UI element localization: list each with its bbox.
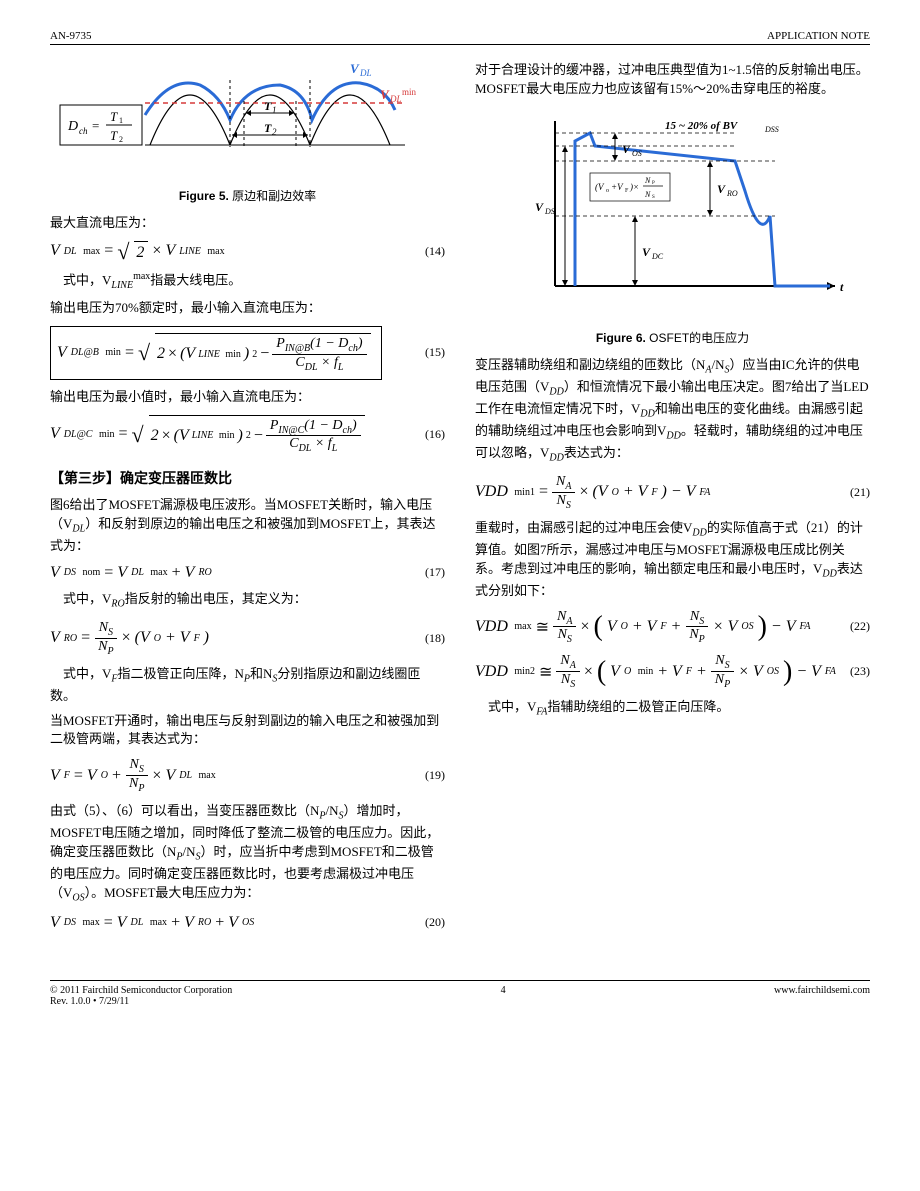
eq15-num: (15) bbox=[425, 345, 445, 360]
svg-text:T: T bbox=[264, 99, 272, 113]
svg-text:T: T bbox=[110, 128, 118, 143]
svg-text:ch: ch bbox=[79, 126, 88, 136]
equation-15: VDL@B min = √ 2 × (VLINE min)2 − PIN@B(1… bbox=[50, 326, 445, 380]
svg-text:S: S bbox=[652, 195, 655, 200]
footer-url: www.fairchildsemi.com bbox=[774, 985, 870, 1007]
figure-5-svg: T 1 T 2 D ch = T1 T2 V DL V DL min bbox=[50, 55, 430, 175]
footer-page-num: 4 bbox=[232, 985, 774, 1007]
fig5-label: Figure 5. bbox=[179, 189, 229, 203]
two-column-layout: T 1 T 2 D ch = T1 T2 V DL V DL min F bbox=[50, 55, 870, 940]
page-header: AN-9735 APPLICATION NOTE bbox=[50, 30, 870, 45]
svg-text:N: N bbox=[644, 190, 651, 199]
eq18-num: (18) bbox=[425, 631, 445, 646]
p-vf-note: 式中，VF指二极管正向压降，NP和NS分别指原边和副边线圈匝数。 bbox=[50, 665, 445, 706]
eq22-num: (22) bbox=[850, 619, 870, 634]
header-left: AN-9735 bbox=[50, 30, 92, 42]
left-column: T 1 T 2 D ch = T1 T2 V DL V DL min F bbox=[50, 55, 445, 940]
svg-text:OS: OS bbox=[632, 149, 642, 158]
footer-copyright: © 2011 Fairchild Semiconductor Corporati… bbox=[50, 985, 232, 996]
svg-text:T: T bbox=[264, 121, 272, 135]
p-mosfet-on: 当MOSFET开通时，输出电压与反射到副边的输入电压之和被强加到二极管两端，其表… bbox=[50, 712, 445, 750]
svg-text:o: o bbox=[606, 188, 609, 194]
svg-text:P: P bbox=[652, 181, 655, 186]
svg-text:F: F bbox=[625, 188, 629, 194]
eq17-num: (17) bbox=[425, 565, 445, 580]
equation-14: VDL max = √2 × VLINE max (14) bbox=[50, 241, 445, 262]
p-70pct: 输出电压为70%额定时，最小输入直流电压为： bbox=[50, 299, 445, 318]
svg-text:15 ~ 20% of BV: 15 ~ 20% of BV bbox=[665, 120, 739, 132]
fig6-text: OSFET的电压应力 bbox=[649, 331, 749, 345]
p-vro-def: 式中，VRO指反射的输出电压，其定义为： bbox=[50, 590, 445, 612]
equation-21: VDD min1 = NANS × (VO + VF) − VFA (21) bbox=[475, 474, 870, 511]
svg-text:V: V bbox=[717, 182, 726, 196]
step-3-heading: 【第三步】确定变压器匝数比 bbox=[50, 468, 445, 488]
p-max-dc-voltage: 最大直流电压为： bbox=[50, 214, 445, 233]
svg-text:t: t bbox=[840, 280, 844, 294]
p-mosfet-waveform: 图6给出了MOSFET漏源极电压波形。当MOSFET关断时，输入电压（VDL）和… bbox=[50, 496, 445, 556]
p-na-ns: 变压器辅助绕组和副边绕组的匝数比（NA/NS）应当由IC允许的供电电压范围（VD… bbox=[475, 356, 870, 466]
svg-text:RO: RO bbox=[726, 189, 738, 198]
p-min-output: 输出电压为最小值时，最小输入直流电压为： bbox=[50, 388, 445, 407]
page-footer: © 2011 Fairchild Semiconductor Corporati… bbox=[50, 980, 870, 1007]
p-snubber: 对于合理设计的缓冲器，过冲电压典型值为1~1.5倍的反射输出电压。MOSFET最… bbox=[475, 61, 870, 99]
svg-text:2: 2 bbox=[119, 135, 123, 144]
fig6-label: Figure 6. bbox=[596, 331, 646, 345]
svg-text:DSS: DSS bbox=[764, 125, 779, 134]
equation-20: VDS max = VDL max + VRO + VOS (20) bbox=[50, 914, 445, 932]
equation-18: VRO = NSNP × (VO + VF) (18) bbox=[50, 620, 445, 657]
svg-text:DS: DS bbox=[544, 207, 555, 216]
svg-text:1: 1 bbox=[272, 105, 277, 115]
equation-17: VDS nom = VDL max + VRO (17) bbox=[50, 564, 445, 582]
figure-6-caption: Figure 6. OSFET的电压应力 bbox=[475, 329, 870, 346]
equation-22: VDD max ≅ NANS × ( VO + VF + NSNP × VOS … bbox=[475, 609, 870, 646]
eq14-num: (14) bbox=[425, 244, 445, 259]
svg-text:V: V bbox=[535, 200, 544, 214]
eq21-num: (21) bbox=[850, 485, 870, 500]
svg-text:V: V bbox=[622, 142, 631, 156]
footer-left: © 2011 Fairchild Semiconductor Corporati… bbox=[50, 985, 232, 1007]
eq20-num: (20) bbox=[425, 915, 445, 930]
svg-text:)×: )× bbox=[629, 182, 639, 192]
svg-text:=: = bbox=[92, 118, 99, 133]
footer-rev: Rev. 1.0.0 • 7/29/11 bbox=[50, 996, 232, 1007]
svg-text:T: T bbox=[110, 109, 118, 124]
figure-5-caption: Figure 5. 原边和副边效率 bbox=[50, 187, 445, 204]
equation-23: VDD min2 ≅ NANS × ( VO min + VF + NSNP ×… bbox=[475, 653, 870, 690]
svg-text:V: V bbox=[350, 61, 360, 76]
svg-text:V: V bbox=[380, 87, 390, 102]
svg-text:DL: DL bbox=[359, 68, 372, 78]
right-column: 对于合理设计的缓冲器，过冲电压典型值为1~1.5倍的反射输出电压。MOSFET最… bbox=[475, 55, 870, 940]
eq19-num: (19) bbox=[425, 768, 445, 783]
p-heavy-load: 重载时，由漏感引起的过冲电压会使VDD的实际值高于式（21）的计算值。如图7所示… bbox=[475, 519, 870, 601]
svg-text:2: 2 bbox=[272, 127, 277, 137]
svg-text:1: 1 bbox=[119, 116, 123, 125]
svg-text:DC: DC bbox=[651, 252, 664, 261]
svg-text:N: N bbox=[644, 176, 651, 185]
eq23-num: (23) bbox=[850, 664, 870, 679]
header-right: APPLICATION NOTE bbox=[767, 30, 870, 42]
equation-19: VF = VO + NSNP × VDL max (19) bbox=[50, 757, 445, 794]
eq16-num: (16) bbox=[425, 427, 445, 442]
svg-text:DL: DL bbox=[389, 94, 402, 104]
p-vlinemax-note: 式中，VLINEmax指最大线电压。 bbox=[50, 270, 445, 293]
p-vfa-note: 式中，VFA指辅助绕组的二极管正向压降。 bbox=[475, 698, 870, 720]
svg-text:V: V bbox=[642, 245, 651, 259]
svg-text:D: D bbox=[67, 119, 78, 134]
svg-text:min: min bbox=[402, 87, 417, 97]
equation-16: VDL@C min = √ 2 × (VLINE min)2 − PIN@C(1… bbox=[50, 415, 445, 455]
svg-text:+V: +V bbox=[611, 182, 624, 192]
figure-6-svg: t 15 ~ 20% of BV DSS V OS V RO ( bbox=[475, 111, 865, 311]
fig5-text: 原边和副边效率 bbox=[232, 189, 316, 203]
p-turns-ratio: 由式（5）、（6）可以看出，当变压器匝数比（NP/NS）增加时，MOSFET电压… bbox=[50, 802, 445, 906]
svg-text:(V: (V bbox=[595, 182, 605, 192]
